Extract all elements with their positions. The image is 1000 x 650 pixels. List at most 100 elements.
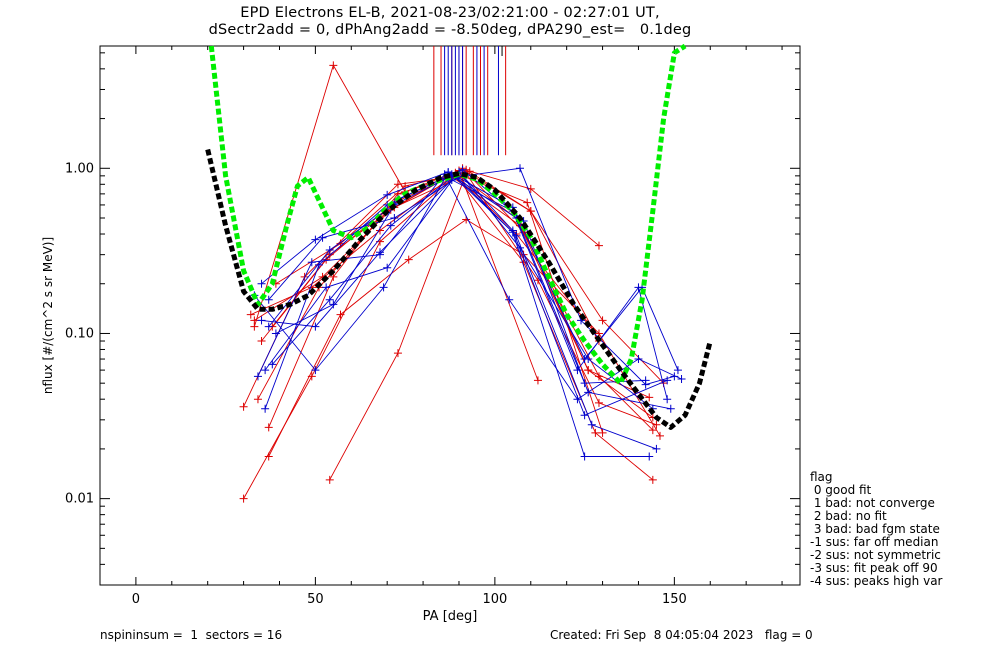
blue-series-point [673, 366, 682, 375]
blue-series-point [264, 322, 273, 331]
red-series-point [307, 372, 316, 381]
blue-series-point [257, 279, 266, 288]
red-series-line [257, 172, 654, 418]
title-line-1: EPD Electrons EL-B, 2021-08-23/02:21:00 … [240, 5, 660, 21]
blue-series-point [311, 235, 320, 244]
blue-series-point [645, 452, 654, 461]
blue-series-point [379, 283, 388, 292]
red-series-point [652, 420, 661, 429]
red-series-point [250, 316, 259, 325]
blue-series-point [584, 388, 593, 397]
flag-legend-item: 0 good fit [810, 483, 872, 497]
red-series-point [239, 494, 248, 503]
red-series-point [393, 349, 402, 358]
blue-series-point [253, 372, 262, 381]
flag-legend-item: -2 sus: not symmetric [810, 548, 941, 562]
y-tick-label: 1.00 [65, 161, 94, 176]
blue-series-line [268, 167, 675, 386]
red-series-point [264, 423, 273, 432]
blue-series-line [261, 179, 668, 400]
blue-series-point [329, 300, 338, 309]
blue-series-point [383, 263, 392, 272]
red-series-point [325, 475, 334, 484]
blue-series-point [677, 375, 686, 384]
flag-legend-item: -3 sus: fit peak off 90 [810, 561, 938, 575]
blue-series-point [652, 444, 661, 453]
blue-series-point [325, 295, 334, 304]
blue-series-point [516, 164, 524, 173]
blue-series-point [383, 190, 392, 199]
black-fit-curve [205, 148, 713, 430]
red-series-point [404, 255, 413, 264]
x-tick-label: 0 [132, 592, 140, 607]
red-series-point [533, 376, 542, 385]
blue-series-point [311, 322, 320, 331]
red-series-line [243, 175, 604, 434]
blue-series-point [390, 214, 399, 223]
red-series-point [329, 61, 338, 70]
red-series-point [591, 428, 600, 437]
blue-series-point [666, 404, 675, 413]
flag-legend-item: 3 bad: bad fgm state [810, 522, 940, 536]
blue-series-line [264, 173, 650, 457]
red-series-point [393, 180, 402, 189]
red-series-point [257, 337, 266, 346]
flag-legend: flag 0 good fit 1 bad: not converge 2 ba… [810, 471, 942, 588]
blue-series-point [257, 316, 266, 325]
flag-legend-heading: flag [810, 470, 833, 484]
flag-legend-item: 1 bad: not converge [810, 496, 935, 510]
x-axis-label: PA [deg] [423, 609, 478, 624]
red-series-point [594, 241, 603, 250]
blue-series-point [264, 295, 273, 304]
blue-series-point [271, 329, 280, 338]
blue-series-point [634, 355, 643, 364]
blue-series-point [663, 395, 672, 404]
red-series-point [584, 366, 593, 375]
blue-series-line [261, 171, 679, 371]
red-series-point [526, 207, 535, 216]
blue-series-point [641, 376, 650, 385]
y-tick-label: 0.01 [65, 492, 94, 507]
red-series-point [253, 395, 262, 404]
red-series-point [645, 393, 654, 402]
blue-series-point [325, 246, 334, 255]
red-series-point [523, 198, 532, 207]
red-series-line [329, 172, 657, 481]
flag-legend-item: 2 bad: no fit [810, 509, 887, 523]
y-tick-label: 0.10 [65, 326, 94, 341]
red-series-line [253, 64, 539, 381]
red-series-line [275, 170, 600, 285]
x-tick-label: 100 [482, 592, 507, 607]
blue-series-line [254, 172, 646, 384]
flag-legend-item: -4 sus: peaks high var [810, 574, 943, 588]
red-series-point [246, 310, 255, 319]
blue-series-point [663, 376, 672, 385]
x-tick-label: 50 [307, 592, 324, 607]
red-series-point [594, 398, 603, 407]
blue-series-point [311, 366, 320, 375]
red-series-point [648, 475, 657, 484]
red-series-point [401, 182, 410, 191]
blue-series-point [307, 258, 316, 267]
blue-series-point [580, 452, 589, 461]
blue-series-point [261, 366, 270, 375]
blue-series-point [505, 295, 514, 304]
x-tick-label: 150 [662, 592, 687, 607]
red-series-point [598, 316, 607, 325]
blue-series-point [508, 226, 517, 235]
red-series-point [322, 255, 331, 264]
blue-series-point [386, 221, 395, 230]
red-series-point [329, 272, 338, 281]
footer-created-info: Created: Fri Sep 8 04:05:04 2023 flag = … [550, 628, 813, 642]
blue-series-point [318, 233, 327, 242]
blue-series-point [634, 283, 643, 292]
red-series-point [648, 426, 657, 435]
blue-series-point [573, 366, 582, 375]
red-series-point [239, 402, 248, 411]
blue-series-point [376, 248, 384, 257]
flag-legend-item: -1 sus: far off median [810, 535, 939, 549]
blue-series-point [587, 420, 596, 429]
blue-series-line [257, 173, 682, 400]
blue-series-point [670, 372, 679, 381]
